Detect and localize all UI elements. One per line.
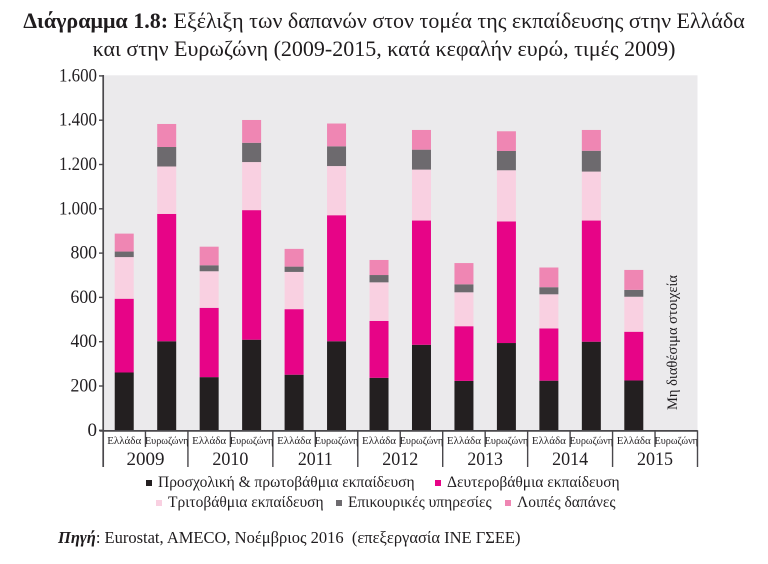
svg-text:Μη διαθέσιμα στοιχεία: Μη διαθέσιμα στοιχεία	[665, 275, 681, 410]
svg-text:1.000: 1.000	[59, 199, 97, 219]
svg-text:Ευρωζώνη: Ευρωζώνη	[145, 436, 189, 447]
svg-text:Ελλάδα: Ελλάδα	[617, 436, 652, 447]
svg-text:Ελλάδα: Ελλάδα	[107, 436, 142, 447]
svg-text:2015: 2015	[637, 449, 673, 470]
svg-text:Ευρωζώνη: Ευρωζώνη	[570, 436, 614, 447]
svg-text:1.400: 1.400	[59, 111, 97, 131]
svg-text:2010: 2010	[212, 449, 248, 470]
svg-text:2013: 2013	[467, 449, 503, 470]
svg-text:2009: 2009	[126, 449, 164, 470]
svg-text:1.600: 1.600	[59, 66, 97, 86]
svg-text:1.200: 1.200	[59, 155, 97, 175]
svg-text:Ευρωζώνη: Ευρωζώνη	[230, 436, 274, 447]
svg-text:Ελλάδα: Ελλάδα	[277, 436, 312, 447]
svg-text:Ελλάδα: Ελλάδα	[192, 436, 227, 447]
svg-text:Ελλάδα: Ελλάδα	[532, 436, 567, 447]
svg-text:600: 600	[71, 288, 98, 308]
svg-text:2012: 2012	[382, 449, 418, 470]
svg-text:Ευρωζώνη: Ευρωζώνη	[400, 436, 444, 447]
svg-text:800: 800	[71, 244, 98, 264]
svg-text:Ελλάδα: Ελλάδα	[447, 436, 482, 447]
svg-text:2014: 2014	[552, 449, 588, 470]
svg-text:Ευρωζώνη: Ευρωζώνη	[485, 436, 529, 447]
svg-text:Ευρωζώνη: Ευρωζώνη	[315, 436, 359, 447]
svg-text:200: 200	[71, 377, 98, 397]
svg-text:Ευρωζώνη: Ευρωζώνη	[655, 436, 699, 447]
svg-text:2011: 2011	[298, 449, 333, 470]
svg-text:400: 400	[71, 332, 98, 352]
svg-text:Ελλάδα: Ελλάδα	[362, 436, 397, 447]
svg-text:0: 0	[88, 421, 98, 441]
